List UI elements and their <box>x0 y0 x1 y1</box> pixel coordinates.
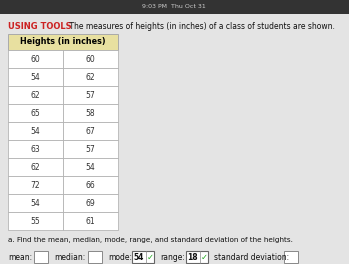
Bar <box>284 251 298 263</box>
Text: 65: 65 <box>31 109 40 117</box>
Bar <box>8 212 63 230</box>
Bar <box>88 251 102 263</box>
Text: 18: 18 <box>187 252 198 262</box>
Text: median:: median: <box>54 252 85 262</box>
Text: 66: 66 <box>86 181 95 190</box>
Text: Heights (in inches): Heights (in inches) <box>20 37 106 46</box>
Bar <box>8 140 63 158</box>
Text: ✓: ✓ <box>147 252 154 262</box>
Text: 54: 54 <box>133 252 144 262</box>
Text: mean:: mean: <box>8 252 32 262</box>
Text: 60: 60 <box>31 54 40 64</box>
Text: 62: 62 <box>86 73 95 82</box>
Text: standard deviation:: standard deviation: <box>214 252 289 262</box>
Bar <box>132 251 154 263</box>
Bar <box>8 50 63 68</box>
Text: 54: 54 <box>31 73 40 82</box>
Bar <box>63 104 118 122</box>
Text: 57: 57 <box>86 144 95 153</box>
Bar <box>8 158 63 176</box>
Bar <box>8 86 63 104</box>
Bar <box>8 68 63 86</box>
Text: range:: range: <box>160 252 185 262</box>
Bar <box>63 122 118 140</box>
Text: 57: 57 <box>86 91 95 100</box>
Text: USING TOOLS: USING TOOLS <box>8 22 72 31</box>
Text: 62: 62 <box>31 163 40 172</box>
Bar <box>63 194 118 212</box>
Bar <box>63 86 118 104</box>
Bar <box>63 176 118 194</box>
Bar <box>8 194 63 212</box>
Bar <box>63 212 118 230</box>
Text: The measures of heights (in inches) of a class of students are shown.: The measures of heights (in inches) of a… <box>67 22 335 31</box>
Bar <box>8 104 63 122</box>
Bar <box>34 251 48 263</box>
Text: 72: 72 <box>31 181 40 190</box>
Bar <box>8 34 118 50</box>
Text: a. Find the mean, median, mode, range, and standard deviation of the heights.: a. Find the mean, median, mode, range, a… <box>8 237 293 243</box>
Bar <box>0 0 349 14</box>
Text: 69: 69 <box>86 199 95 208</box>
Bar <box>63 140 118 158</box>
Text: ✓: ✓ <box>201 252 208 262</box>
Text: 61: 61 <box>86 216 95 225</box>
Bar <box>8 122 63 140</box>
Text: 62: 62 <box>31 91 40 100</box>
Text: 54: 54 <box>31 199 40 208</box>
Text: 55: 55 <box>31 216 40 225</box>
Text: 63: 63 <box>31 144 40 153</box>
Text: 67: 67 <box>86 126 95 135</box>
Text: 54: 54 <box>86 163 95 172</box>
Text: mode:: mode: <box>108 252 132 262</box>
Text: 9:03 PM  Thu Oct 31: 9:03 PM Thu Oct 31 <box>142 4 206 10</box>
Bar <box>63 158 118 176</box>
Bar <box>63 68 118 86</box>
Text: 58: 58 <box>86 109 95 117</box>
Bar <box>186 251 208 263</box>
Text: 60: 60 <box>86 54 95 64</box>
Text: 54: 54 <box>31 126 40 135</box>
Bar <box>63 50 118 68</box>
Bar <box>8 176 63 194</box>
